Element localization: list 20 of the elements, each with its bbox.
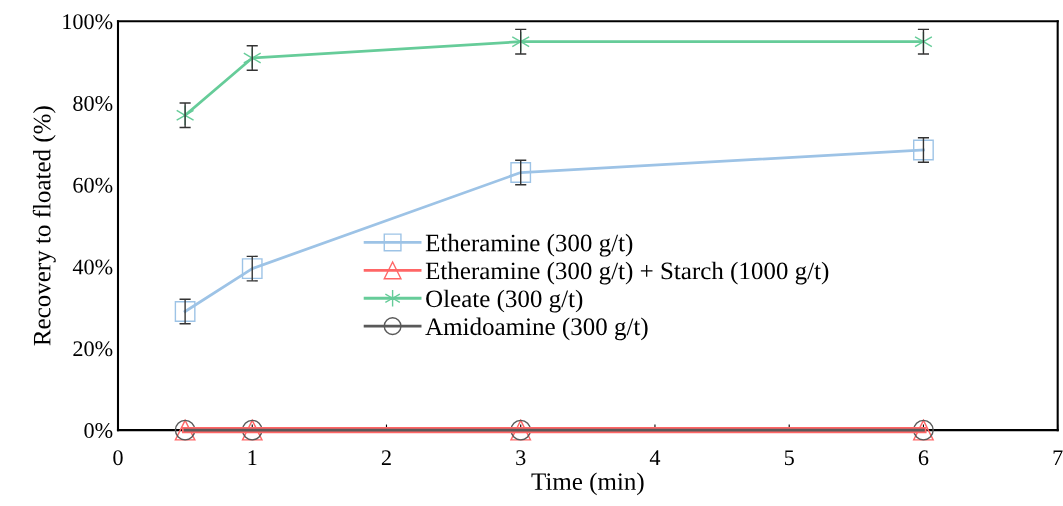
x-tick-label: 6 [918, 450, 929, 466]
y-tick-label: 40% [72, 259, 113, 275]
legend-label: Etheramine (300 g/t) [425, 233, 633, 257]
y-tick-label: 80% [73, 95, 113, 112]
legend-label: Etheramine (300 g/t) + Starch (1000 g/t) [425, 261, 829, 285]
x-tick-label: 5 [784, 450, 794, 466]
y-axis-title: Recovery to floated (%) [32, 106, 56, 346]
x-tick-label: 7 [1053, 450, 1063, 465]
legend-label: Oleate (300 g/t) [426, 289, 583, 313]
x-tick-label: 1 [248, 450, 257, 465]
legend-label: Amidoamine (300 g/t) [425, 317, 648, 341]
x-axis-title: Time (min) [531, 472, 644, 496]
x-tick-label: 0 [113, 450, 123, 466]
x-tick-label: 2 [381, 450, 391, 465]
y-tick-label: 100% [63, 14, 113, 30]
y-tick-label: 20% [73, 341, 113, 357]
x-tick-label: 4 [649, 450, 661, 465]
y-tick-label: 60% [73, 177, 113, 193]
y-tick-label: 0% [84, 423, 113, 439]
x-tick-label: 3 [516, 450, 526, 466]
